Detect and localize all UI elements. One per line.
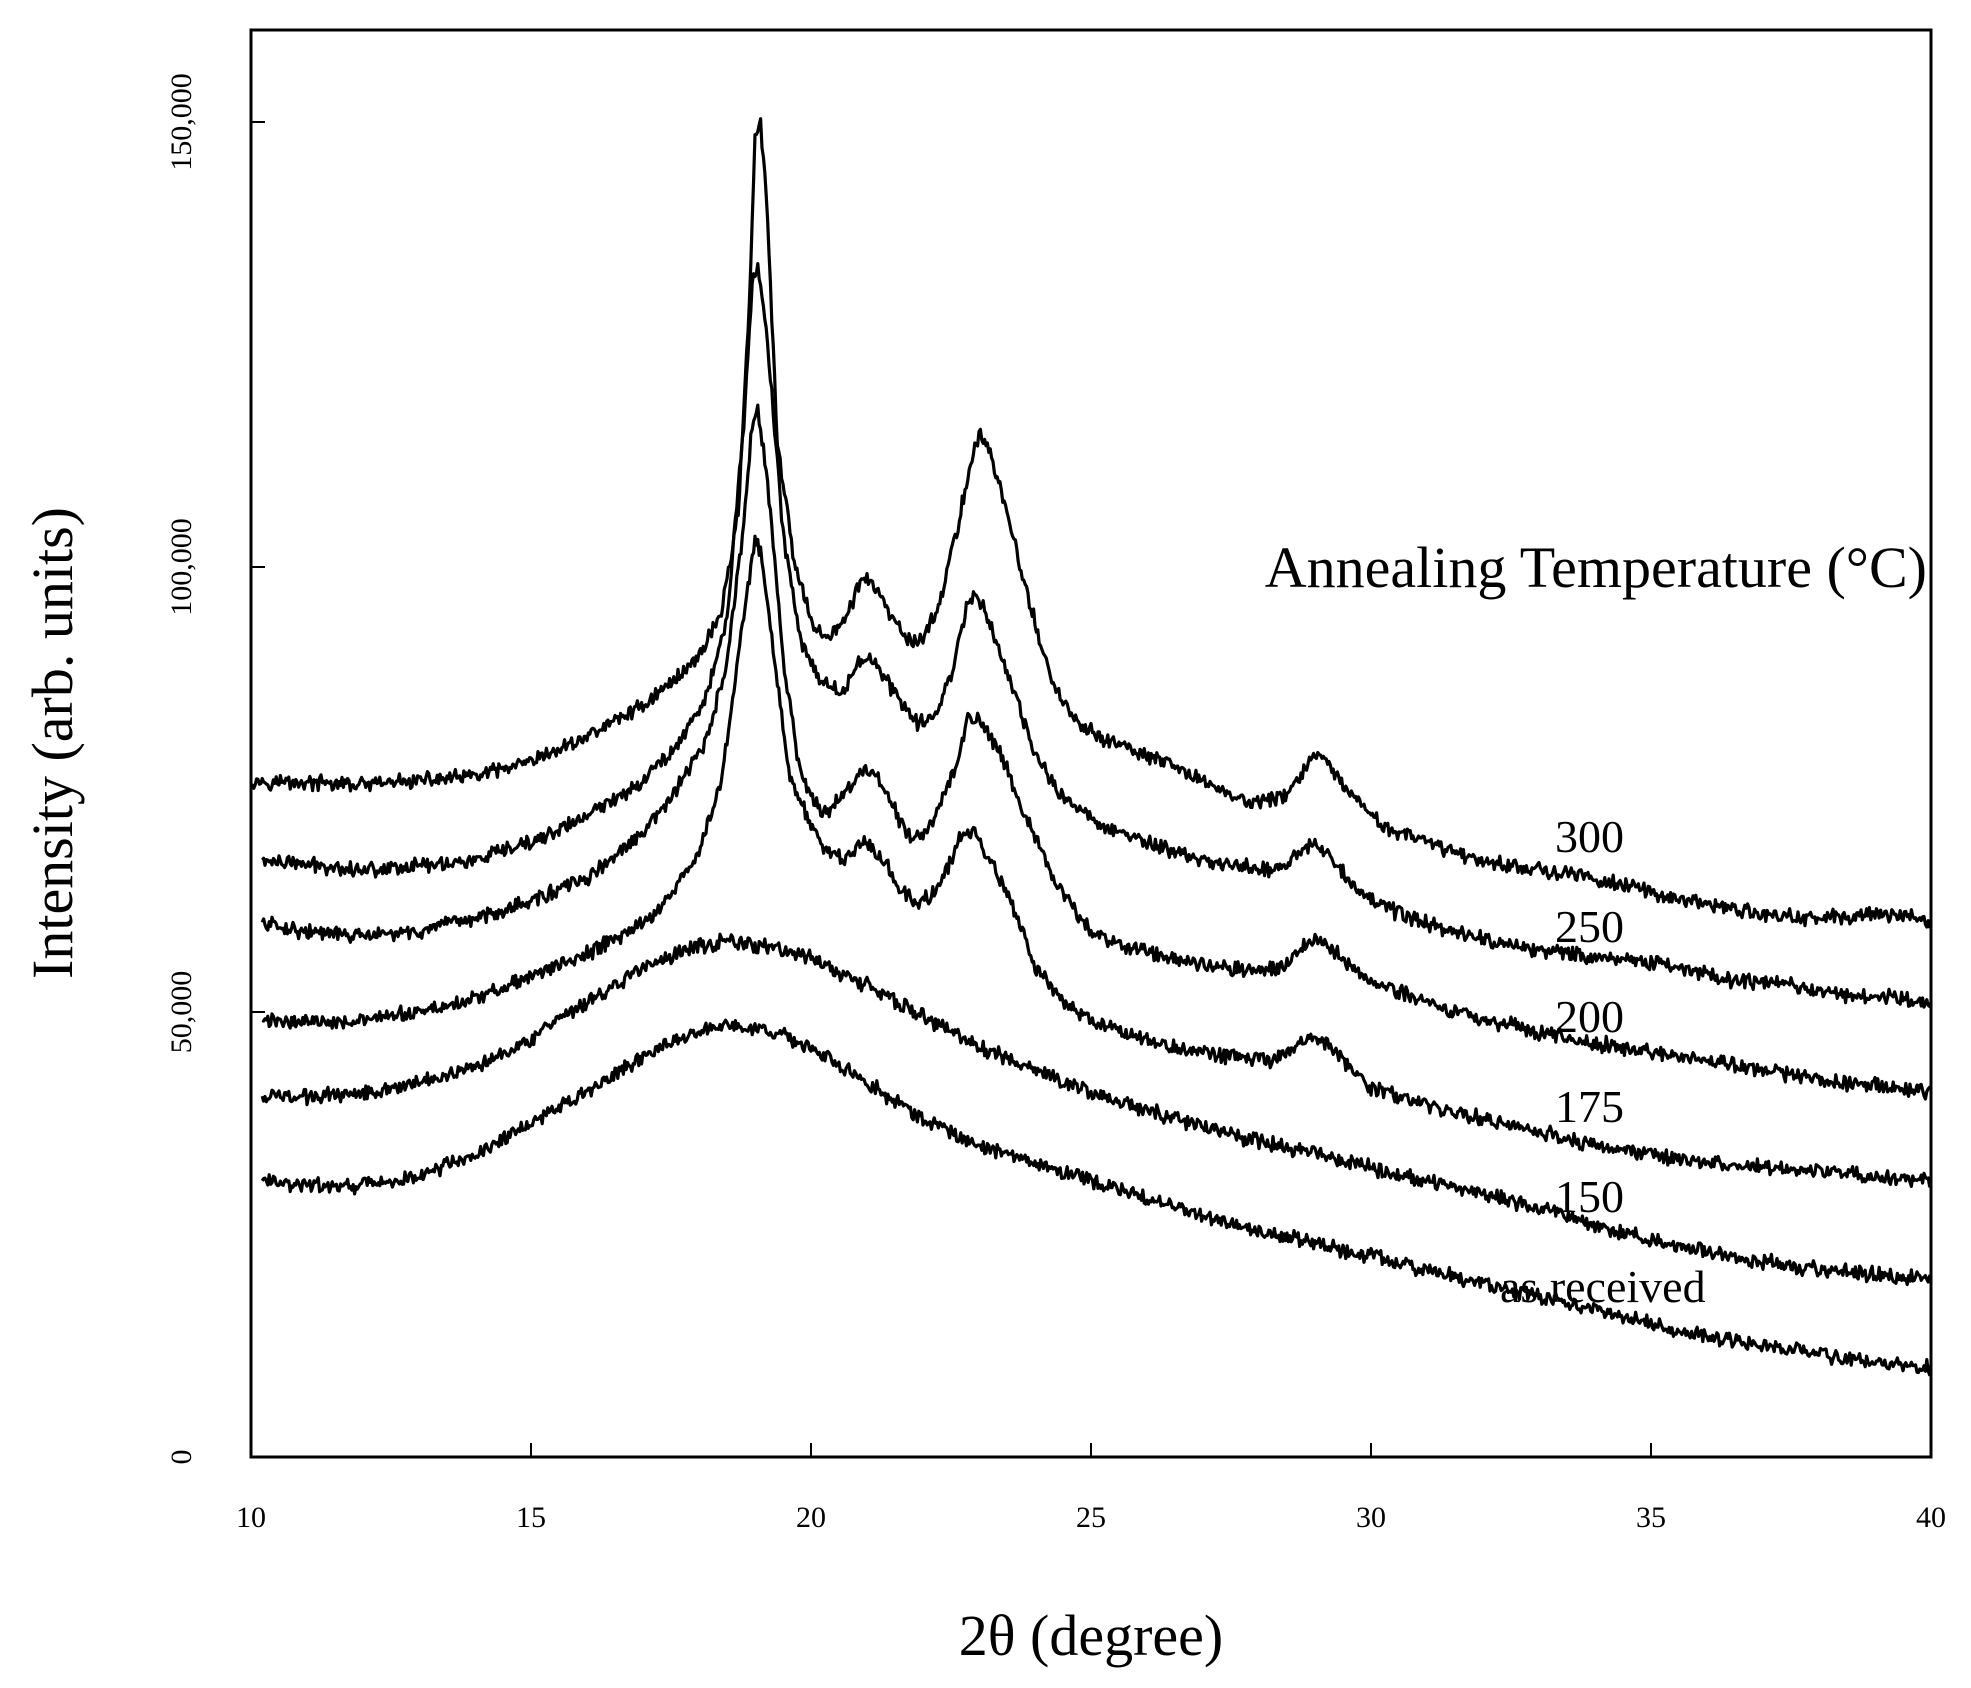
series-label-150: 150 [1555, 1171, 1624, 1222]
x-tick-label: 25 [1076, 1501, 1106, 1534]
x-tick-label: 20 [796, 1501, 826, 1534]
legend-title: Annealing Temperature (°C) [1265, 535, 1927, 600]
series-label-300: 300 [1555, 811, 1624, 862]
series-label-200: 200 [1555, 991, 1624, 1042]
y-tick-label: 50,000 [165, 971, 198, 1054]
x-tick-label: 35 [1636, 1501, 1666, 1534]
y-axis-ticks: 0 50,000 100,000 150,000 [165, 73, 265, 1465]
series-label-as-received: as received [1500, 1261, 1706, 1312]
series-traces [250, 117, 1933, 1377]
y-tick-label: 0 [165, 1450, 198, 1465]
x-tick-label: 10 [236, 1501, 266, 1534]
series-line-as-received [260, 1018, 1933, 1377]
y-axis-label: Intensity (arb. units) [20, 507, 85, 979]
x-tick-label: 15 [516, 1501, 546, 1534]
series-line-300 [250, 117, 1933, 929]
x-tick-label: 30 [1356, 1501, 1386, 1534]
x-tick-label: 40 [1916, 1501, 1946, 1534]
series-line-250 [260, 261, 1933, 1009]
y-tick-label: 100,000 [165, 518, 198, 616]
series-label-250: 250 [1555, 901, 1624, 952]
series-line-175 [261, 534, 1933, 1188]
series-label-175: 175 [1555, 1081, 1624, 1132]
x-axis-ticks: 10 15 20 25 30 35 40 [236, 1443, 1946, 1534]
series-line-200 [260, 403, 1933, 1101]
series-line-150 [260, 932, 1933, 1287]
series-labels: 300 250 200 175 150 as received [1500, 811, 1706, 1312]
y-tick-label: 150,000 [165, 73, 198, 171]
x-axis-label: 2θ (degree) [959, 1603, 1223, 1668]
